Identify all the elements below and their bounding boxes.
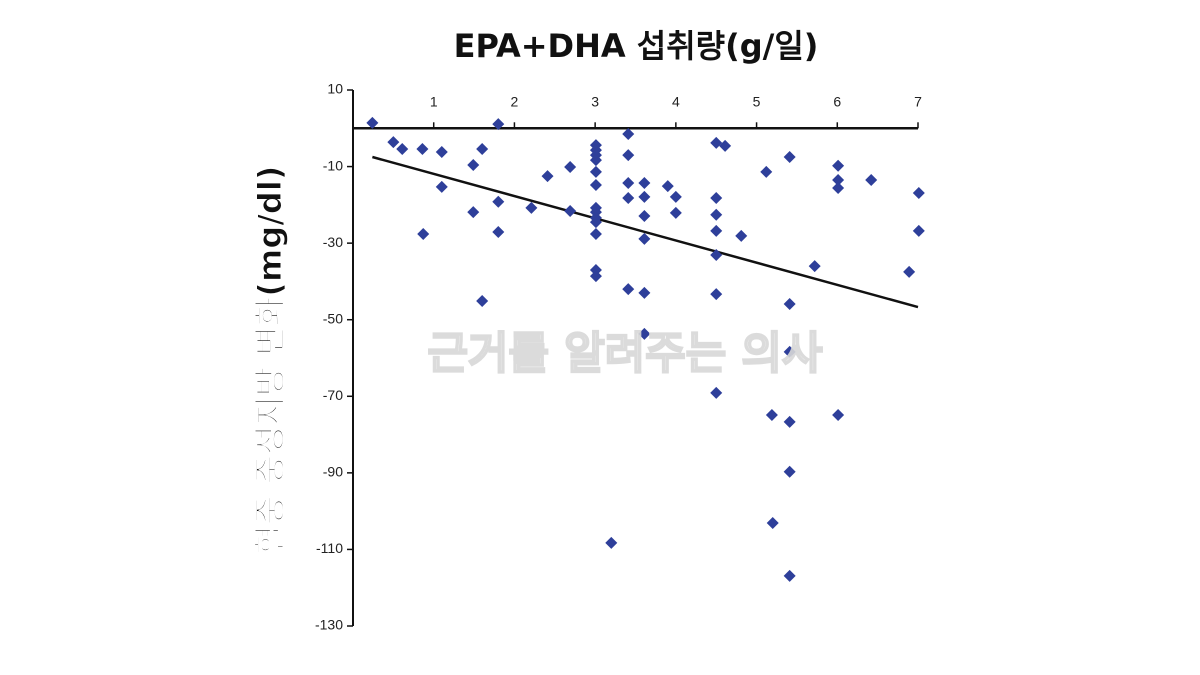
point — [903, 265, 916, 278]
point — [760, 165, 773, 178]
point — [435, 180, 448, 193]
point — [564, 204, 577, 217]
point — [808, 260, 821, 273]
point — [589, 165, 602, 178]
point — [710, 249, 723, 262]
y-tick-label: -130 — [315, 617, 343, 633]
point — [622, 149, 635, 162]
point — [589, 263, 602, 276]
y-tick-label: -50 — [323, 310, 343, 326]
point — [416, 142, 429, 155]
point — [710, 386, 723, 399]
point — [435, 146, 448, 159]
point — [417, 227, 430, 240]
point — [783, 415, 796, 428]
point — [492, 226, 505, 239]
point — [710, 224, 723, 237]
x-tick-label: 4 — [672, 94, 680, 110]
x-tick-label: 2 — [511, 94, 519, 110]
point — [783, 569, 796, 582]
point — [638, 286, 651, 299]
y-tick-label: -90 — [323, 464, 343, 480]
point — [605, 536, 618, 549]
point — [638, 177, 651, 190]
y-tick-label: -10 — [323, 157, 343, 173]
point — [832, 159, 845, 172]
y-tick-label: -110 — [316, 540, 343, 556]
point — [783, 298, 796, 311]
point — [476, 142, 489, 155]
point — [638, 190, 651, 203]
point — [638, 327, 651, 340]
point — [783, 465, 796, 478]
point — [467, 206, 480, 219]
point — [832, 182, 845, 195]
trend-line — [372, 155, 919, 309]
point — [589, 227, 602, 240]
x-tick-label: 6 — [833, 94, 841, 110]
point — [832, 409, 845, 422]
point — [638, 209, 651, 222]
point — [622, 283, 635, 296]
point — [766, 517, 779, 530]
y-tick-label: -70 — [323, 387, 343, 403]
point — [735, 229, 748, 242]
point — [525, 201, 538, 214]
point — [765, 409, 778, 422]
point — [476, 294, 489, 307]
point — [669, 206, 682, 219]
point — [622, 177, 635, 190]
point — [589, 216, 602, 229]
plot-area: 10 -10 -30 -50 -70 -90 -110 -130 1 2 3 4 5 6 7 — [315, 81, 925, 633]
point — [865, 173, 878, 186]
point — [661, 180, 674, 193]
point — [638, 232, 651, 245]
y-tick-label: 10 — [327, 81, 343, 97]
point — [783, 345, 796, 358]
point — [387, 136, 400, 149]
point — [710, 191, 723, 204]
point — [467, 159, 480, 172]
x-tick-label: 1 — [430, 94, 438, 110]
point — [783, 151, 796, 163]
x-tick-label: 5 — [753, 94, 761, 110]
point — [710, 208, 723, 221]
point — [366, 116, 379, 129]
point — [589, 270, 602, 283]
point — [396, 142, 409, 155]
y-axis-label: 혈중 중성지방 변화(mg/dl) — [251, 166, 289, 555]
point — [492, 195, 505, 208]
point — [564, 160, 577, 173]
point — [710, 288, 723, 301]
point — [541, 170, 554, 183]
point — [912, 186, 925, 199]
x-tick-label: 7 — [914, 94, 922, 110]
point — [589, 178, 602, 191]
point — [912, 224, 925, 237]
point — [589, 154, 602, 167]
y-tick-label: -30 — [323, 234, 343, 250]
point — [622, 128, 635, 141]
chart-title: EPA+DHA 섭취량(g/일) — [454, 27, 819, 65]
point — [492, 118, 505, 131]
point — [832, 173, 845, 186]
point — [669, 190, 682, 203]
point — [622, 191, 635, 204]
x-tick-label: 3 — [591, 94, 599, 110]
watermark: 근거를 알려주는 의사 — [428, 328, 823, 379]
point — [719, 139, 732, 152]
